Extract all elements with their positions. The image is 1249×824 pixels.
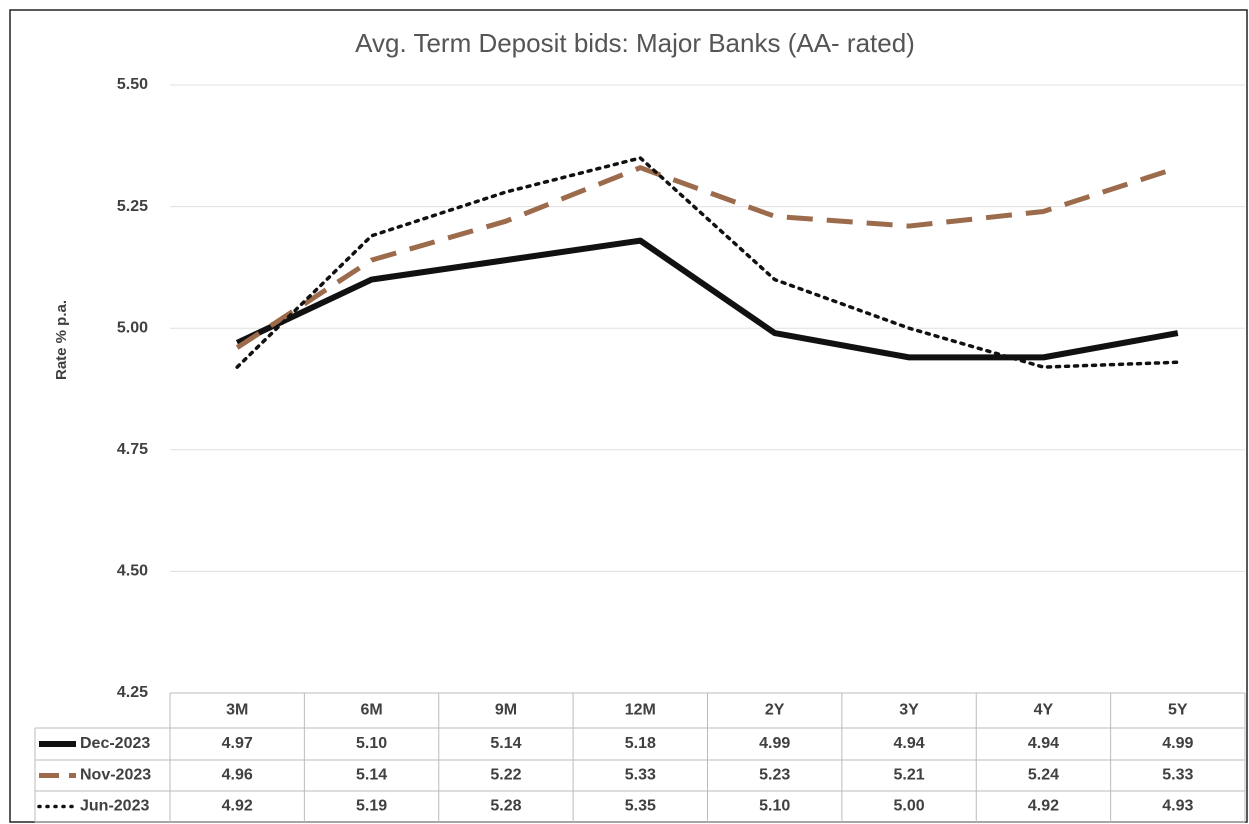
table-cell: 5.28 <box>490 798 521 815</box>
y-axis-label: Rate % p.a. <box>53 300 70 380</box>
table-cell: 5.19 <box>356 798 387 815</box>
table-cell: 4.99 <box>1162 735 1193 752</box>
series-line <box>235 165 1179 350</box>
y-tick-label: 5.50 <box>117 76 148 93</box>
x-tick-label: 2Y <box>765 702 785 719</box>
table-cell: 5.33 <box>1162 767 1193 784</box>
table-cell: 5.14 <box>356 767 387 784</box>
table-cell: 4.94 <box>1028 735 1059 752</box>
table-cell: 5.18 <box>625 735 656 752</box>
table-cell: 4.94 <box>893 735 924 752</box>
y-tick-label: 4.50 <box>117 563 148 580</box>
frame <box>9 9 1248 823</box>
table-cell: 4.97 <box>222 735 253 752</box>
y-tick-label: 5.25 <box>117 198 148 215</box>
x-tick-label: 6M <box>360 702 382 719</box>
x-tick-label: 9M <box>495 702 517 719</box>
table-cell: 5.33 <box>625 767 656 784</box>
x-tick-label: 12M <box>625 702 656 719</box>
legend-label: Jun-2023 <box>80 798 149 815</box>
table-cell: 5.35 <box>625 798 656 815</box>
y-tick-label: 4.75 <box>117 441 148 458</box>
table-cell: 5.22 <box>490 767 521 784</box>
table-cell: 5.24 <box>1028 767 1059 784</box>
x-tick-label: 3Y <box>899 702 919 719</box>
table-cell: 5.10 <box>356 735 387 752</box>
table-cell: 5.10 <box>759 798 790 815</box>
table-cell: 4.99 <box>759 735 790 752</box>
x-tick-label: 3M <box>226 702 248 719</box>
x-tick-label: 4Y <box>1034 702 1054 719</box>
table-cell: 4.96 <box>222 767 253 784</box>
table-cell: 4.93 <box>1162 798 1193 815</box>
chart-title: Avg. Term Deposit bids: Major Banks (AA-… <box>355 28 915 58</box>
series-line <box>235 156 1180 369</box>
table-cell: 5.21 <box>893 767 924 784</box>
table-cell: 5.00 <box>893 798 924 815</box>
table-cell: 4.92 <box>1028 798 1059 815</box>
y-tick-label: 5.00 <box>117 319 148 336</box>
table-cell: 5.14 <box>490 735 521 752</box>
y-tick-label: 4.25 <box>117 684 148 701</box>
series-line <box>235 237 1179 361</box>
x-tick-label: 5Y <box>1168 702 1188 719</box>
table-cell: 5.23 <box>759 767 790 784</box>
table-cell: 4.92 <box>222 798 253 815</box>
legend-label: Dec-2023 <box>80 735 150 752</box>
legend-label: Nov-2023 <box>80 767 151 784</box>
